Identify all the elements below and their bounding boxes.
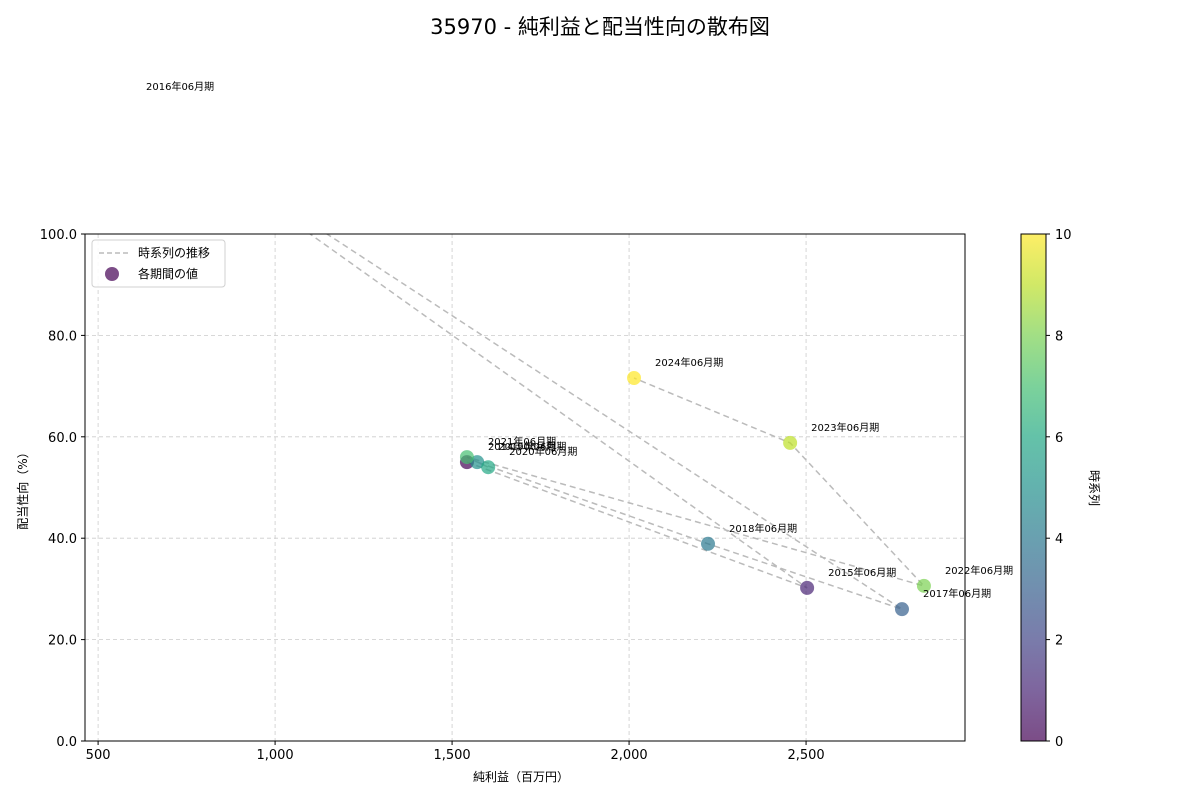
data-point (118, 95, 132, 109)
point-label: 2015年06月期 (828, 566, 896, 579)
colorbar-tick-label: 10 (1055, 228, 1072, 243)
legend-label-values: 各期間の値 (138, 266, 198, 281)
colorbar-tick-label: 8 (1055, 329, 1063, 344)
y-tick-label: 100.0 (40, 228, 77, 243)
colorbar-tick-label: 4 (1055, 532, 1063, 547)
x-tick-label: 2,000 (610, 748, 647, 763)
legend-marker-swatch (105, 267, 119, 281)
x-axis-label: 純利益（百万円） (473, 770, 569, 784)
data-point (459, 450, 474, 465)
data-point (701, 536, 716, 551)
x-axis-ticks: 500 1,000 1,500 2,000 2,500 (86, 741, 825, 763)
y-tick-label: 60.0 (48, 431, 77, 446)
point-label: 2016年06月期 (146, 80, 214, 93)
y-axis-ticks: 0.0 20.0 40.0 60.0 80.0 100.0 (40, 228, 85, 750)
data-point (800, 580, 815, 595)
legend: 時系列の推移 各期間の値 (91, 239, 226, 288)
x-tick-label: 1,000 (256, 748, 293, 763)
point-label: 2022年06月期 (945, 564, 1013, 577)
colorbar-tick-label: 0 (1055, 735, 1063, 750)
legend-label-trend: 時系列の推移 (138, 246, 210, 260)
colorbar: 0 2 4 6 8 10 時系列 (1020, 228, 1101, 750)
y-tick-label: 0.0 (56, 735, 77, 750)
x-tick-label: 500 (86, 748, 111, 763)
point-label: 2018年06月期 (729, 522, 797, 535)
point-label: 2024年06月期 (655, 356, 723, 369)
plot-area (118, 95, 931, 617)
chart-title: 35970 - 純利益と配当性向の散布図 (430, 15, 770, 39)
point-annotations: 2014年06月期 2015年06月期 2016年06月期 2017年06月期 2018… (146, 80, 1013, 600)
trend-line (308, 234, 927, 610)
y-axis-label: 配当性向（%） (15, 446, 30, 529)
trend-path (308, 234, 927, 610)
point-label: 2017年06月期 (923, 587, 991, 600)
colorbar-tick-label: 2 (1055, 634, 1063, 649)
colorbar-label: 時系列 (1087, 470, 1101, 506)
x-tick-label: 1,500 (433, 748, 470, 763)
x-tick-label: 2,500 (787, 748, 824, 763)
data-point (481, 460, 496, 475)
point-label: 2021年06月期 (488, 435, 556, 448)
data-point (894, 602, 909, 617)
point-label: 2019年06月期 (498, 440, 566, 453)
colorbar-tick-label: 6 (1055, 431, 1063, 446)
point-label: 2014年06月期 (488, 440, 556, 453)
plot-frame (84, 233, 966, 742)
y-tick-label: 40.0 (48, 532, 77, 547)
data-point (916, 578, 931, 593)
point-label: 2020年06月期 (509, 445, 577, 458)
y-tick-label: 80.0 (48, 329, 77, 344)
data-point (783, 435, 798, 450)
data-point (627, 370, 642, 385)
legend-box (91, 239, 226, 288)
colorbar-ticks: 0 2 4 6 8 10 (1046, 228, 1072, 750)
y-tick-label: 20.0 (48, 634, 77, 649)
point-label: 2023年06月期 (811, 421, 879, 434)
grid-lines (85, 234, 965, 741)
data-points (118, 95, 931, 617)
colorbar-gradient (1020, 233, 1047, 742)
